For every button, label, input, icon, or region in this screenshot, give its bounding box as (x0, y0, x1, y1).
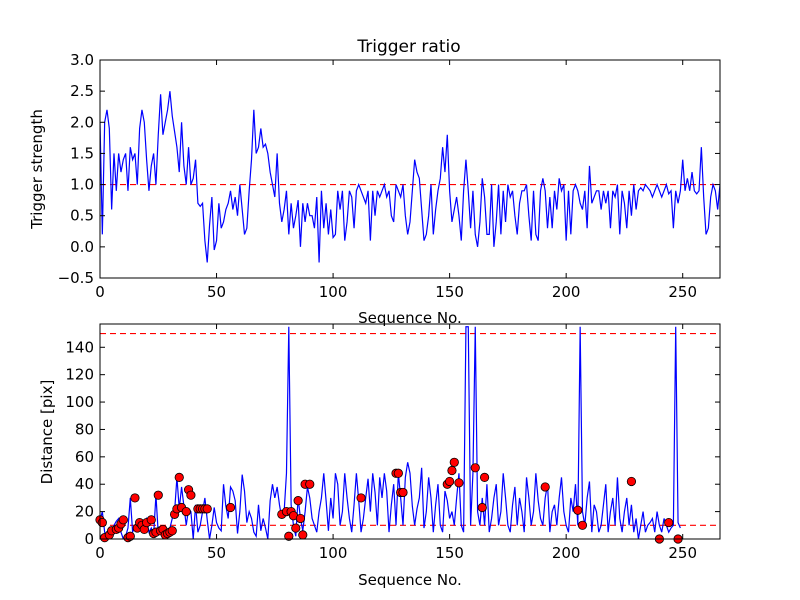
data-marker (393, 468, 403, 478)
y-tick-label: 3.0 (70, 51, 94, 69)
data-marker (356, 493, 366, 503)
x-tick-label: 250 (668, 283, 697, 301)
data-marker (577, 520, 588, 530)
trigger-x-ticks: 0 50 100 150 200 250 (95, 60, 697, 301)
y-tick-label: 1.5 (70, 144, 94, 162)
data-marker (449, 457, 459, 467)
y-tick-label: 40 (75, 475, 94, 493)
data-marker (291, 523, 301, 533)
data-marker (293, 496, 303, 506)
data-marker (479, 472, 490, 482)
distance-x-axis-label: Sequence No. (358, 571, 462, 589)
y-tick-label: 0.0 (70, 238, 94, 256)
y-tick-label: 0.5 (70, 207, 94, 225)
trigger-ratio-panel: Trigger ratio 0 50 100 150 200 250 −0.5 0.0 0.5… (28, 37, 721, 327)
distance-x-ticks: 0 50 100 150 200 250 (95, 324, 697, 562)
data-marker (130, 493, 140, 503)
y-tick-label: 20 (75, 503, 94, 521)
data-marker (146, 515, 156, 525)
distance-y-axis-label: Distance [pix] (38, 380, 56, 485)
y-tick-label: 100 (65, 393, 94, 411)
data-marker (118, 515, 128, 525)
y-tick-label: 2.0 (70, 113, 94, 131)
data-marker (284, 531, 294, 541)
data-marker (626, 476, 637, 487)
y-tick-label: 2.5 (70, 82, 94, 100)
trigger-axes-frame (99, 59, 721, 279)
data-marker (181, 507, 191, 517)
data-marker (573, 505, 583, 515)
data-marker (470, 463, 480, 473)
x-tick-label: 50 (207, 283, 226, 301)
data-marker (225, 502, 236, 513)
series-line (100, 326, 681, 539)
data-marker (186, 490, 196, 500)
data-marker (125, 531, 135, 541)
trigger-y-ticks: −0.5 0.0 0.5 1.0 1.5 2.0 2.5 3.0 (58, 51, 720, 287)
y-tick-label: 80 (75, 420, 94, 438)
x-tick-label: 0 (95, 283, 105, 301)
trigger-plot-area (100, 91, 720, 263)
distance-panel: 0 50 100 150 200 250 0 20 40 60 80 100 120 140 Seque… (38, 323, 721, 589)
x-tick-label: 100 (319, 544, 348, 562)
data-marker (445, 476, 455, 487)
y-tick-label: 1.0 (70, 176, 94, 194)
trigger-y-axis-label: Trigger strength (28, 109, 46, 230)
x-tick-label: 150 (435, 283, 464, 301)
x-tick-label: 0 (95, 544, 105, 562)
x-tick-label: 150 (435, 544, 464, 562)
data-marker (167, 526, 177, 536)
data-marker (664, 517, 674, 528)
distance-axes-frame (99, 323, 721, 540)
x-tick-label: 100 (319, 283, 348, 301)
y-tick-label: 120 (65, 366, 94, 384)
y-tick-label: −0.5 (58, 269, 94, 287)
y-tick-label: 60 (75, 448, 94, 466)
chart-title: Trigger ratio (356, 37, 460, 57)
y-tick-label: 0 (84, 530, 94, 548)
distance-y-ticks: 0 20 40 60 80 100 120 140 (65, 338, 720, 548)
data-marker (174, 472, 184, 482)
data-marker (97, 517, 107, 528)
trigger-x-axis-label: Sequence No. (358, 309, 462, 327)
x-tick-label: 200 (552, 544, 581, 562)
data-marker (298, 530, 308, 540)
data-marker (202, 504, 212, 514)
series-line (100, 91, 720, 263)
y-tick-label: 140 (65, 338, 94, 356)
data-marker (398, 487, 408, 498)
x-tick-label: 50 (207, 544, 226, 562)
data-marker (540, 482, 550, 492)
x-tick-label: 250 (668, 544, 697, 562)
data-marker (305, 479, 315, 489)
data-marker (454, 478, 464, 488)
data-marker (295, 513, 306, 524)
x-tick-label: 200 (552, 283, 581, 301)
data-marker (447, 465, 457, 476)
data-marker (477, 502, 487, 513)
data-marker (153, 490, 163, 500)
distance-plot-area (95, 326, 720, 544)
